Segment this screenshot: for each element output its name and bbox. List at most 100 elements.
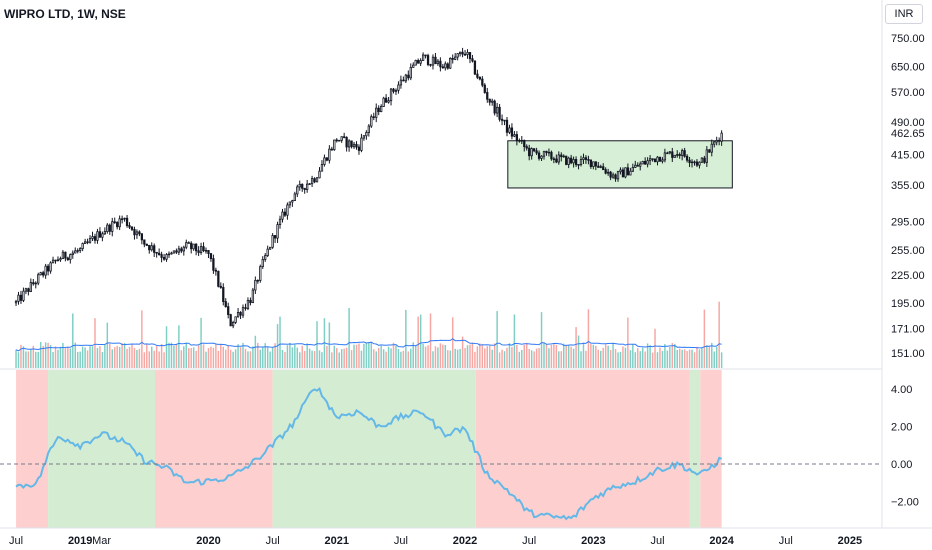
volume-bar <box>646 343 649 368</box>
time-tick-label: Jul <box>394 535 408 547</box>
price-tick-label: 295.00 <box>891 217 925 229</box>
time-tick-label: 2024 <box>709 535 734 547</box>
candle-body <box>64 251 67 259</box>
volume-bar <box>395 345 397 368</box>
volume-bar <box>590 344 592 368</box>
candle-body <box>587 159 590 161</box>
volume-bar <box>257 342 259 368</box>
price-tick-label: 355.00 <box>891 180 925 192</box>
candle-body <box>14 300 18 304</box>
candle-body <box>639 163 642 167</box>
candle-body <box>700 157 704 163</box>
volume-bar <box>659 347 661 368</box>
volume-bar <box>493 343 496 368</box>
candle-body <box>473 60 477 75</box>
candle-body <box>315 177 319 183</box>
volume-bar <box>64 347 67 368</box>
volume-bar <box>486 346 488 368</box>
volume-bar <box>523 344 526 368</box>
volume-bar <box>128 346 131 368</box>
candle-body <box>663 152 667 161</box>
candle-body <box>143 239 146 245</box>
candle-body <box>681 150 684 156</box>
candle-body <box>177 248 181 253</box>
volume-bar <box>153 350 155 368</box>
oscillator-zones <box>16 370 722 528</box>
candle-body <box>651 158 654 160</box>
time-tick-label: Jul <box>9 535 23 547</box>
volume-bar <box>17 352 20 368</box>
candle-body <box>244 307 247 309</box>
volume-bar <box>67 346 69 368</box>
volume-bar <box>580 351 582 368</box>
candle-body <box>614 174 617 180</box>
candle-body <box>456 53 459 58</box>
volume-bar <box>254 335 257 368</box>
volume-bar <box>232 351 234 368</box>
volume-bar <box>632 344 634 368</box>
volume-bar <box>454 348 456 368</box>
volume-bar <box>104 344 106 368</box>
candle-body <box>565 155 568 165</box>
volume-bar <box>674 344 676 368</box>
volume-bar <box>207 348 210 368</box>
volume-bar <box>163 352 165 368</box>
candle-body <box>703 157 706 163</box>
volume-bar <box>540 312 543 368</box>
volume-bar <box>368 342 370 368</box>
candle-body <box>130 226 134 230</box>
candle-body <box>720 132 723 142</box>
volume-bar <box>447 350 449 368</box>
candle-body <box>668 151 671 154</box>
time-tick-label: 2019 <box>68 535 92 547</box>
candle-body <box>653 158 657 163</box>
volume-bar <box>691 349 693 368</box>
candle-body <box>165 254 168 260</box>
volume-bar <box>437 347 439 368</box>
candle-body <box>120 218 124 221</box>
volume-bar <box>562 343 565 368</box>
volume-bar <box>634 352 637 368</box>
candle-body <box>138 231 141 235</box>
volume-bar <box>328 322 331 368</box>
volume-bar <box>678 348 681 368</box>
candle-body <box>74 250 77 254</box>
candle-body <box>42 272 45 276</box>
candle-body <box>340 136 343 141</box>
volume-bar <box>711 342 713 368</box>
candle-body <box>594 161 597 167</box>
candle-body <box>172 250 176 254</box>
candle-body <box>624 167 627 178</box>
volume-bar <box>165 326 168 368</box>
candle-body <box>367 125 370 133</box>
oscillator-zone-red <box>700 370 722 528</box>
candle-body <box>328 148 331 161</box>
volume-bar <box>237 344 239 368</box>
candle-body <box>338 139 341 142</box>
candle-body <box>214 269 218 272</box>
volume-bar <box>291 347 294 368</box>
candle-body <box>493 100 496 114</box>
candle-body <box>175 250 178 253</box>
time-axis-ticks: Jul 2019 Mar 2020 Jul 2021 Jul 2022 Jul 2023 Jul 20… <box>9 535 862 547</box>
volume-bar <box>49 344 52 368</box>
volume-bar <box>622 346 624 368</box>
candle-body <box>261 259 264 268</box>
candle-body <box>636 164 639 167</box>
volume-bar <box>160 344 163 368</box>
volume-bar <box>577 335 580 368</box>
candle-body <box>582 157 585 160</box>
candle-body <box>51 259 55 264</box>
candle-body <box>424 54 427 57</box>
volume-bar <box>385 351 387 368</box>
candle-body <box>449 57 452 69</box>
candle-body <box>523 139 526 148</box>
volume-bar <box>116 345 118 368</box>
candle-body <box>190 242 193 250</box>
currency-button[interactable]: INR <box>885 4 923 24</box>
volume-bar <box>565 344 567 368</box>
candle-body <box>394 89 398 92</box>
volume-bar <box>511 347 513 368</box>
candle-body <box>343 136 346 138</box>
